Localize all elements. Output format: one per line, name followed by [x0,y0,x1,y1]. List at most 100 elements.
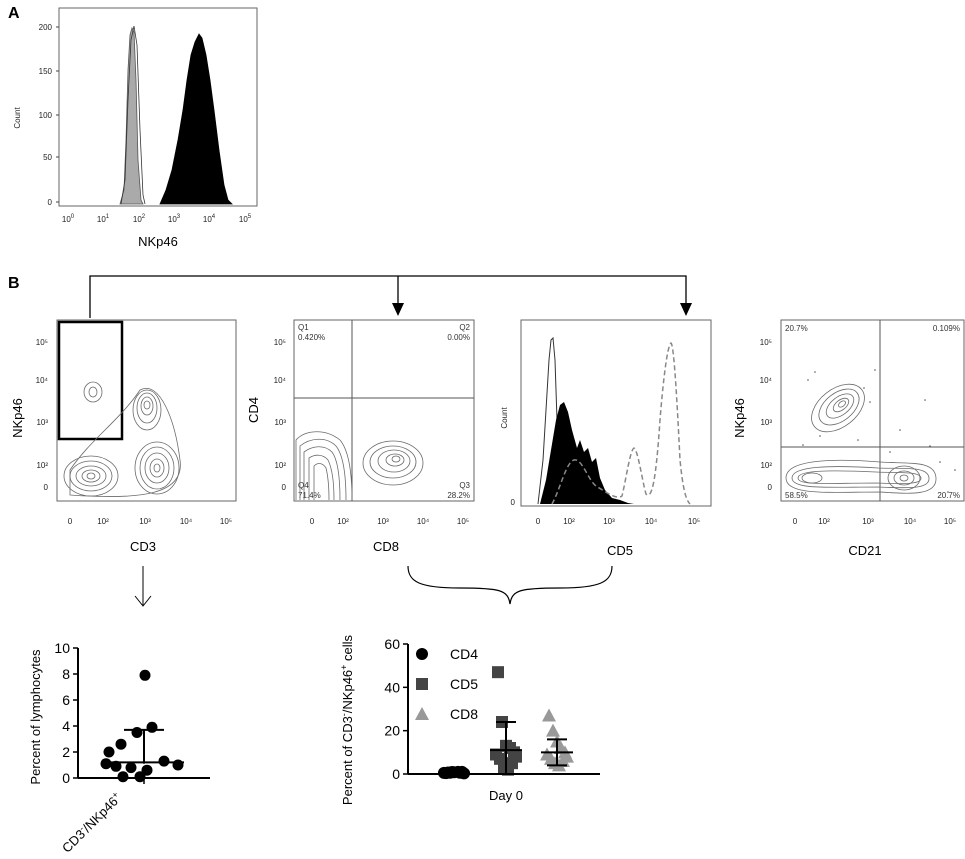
histogram-a-xlabel: NKp46 [138,234,178,249]
histogram-cd5: Count 0 0 10² 10³ 10⁴ 10⁵ CD5 [500,319,712,558]
svg-text:10⁵: 10⁵ [220,517,232,526]
cd8-plot-frame [293,319,475,502]
svg-text:10⁵: 10⁵ [457,517,469,526]
lymph-ytick-label: 0 [62,770,70,786]
cd21-plot-frame [780,319,965,502]
svg-text:0: 0 [44,483,49,492]
histogram-a-xtick: 103 [168,214,181,224]
svg-text:10²: 10² [274,461,286,470]
q2-value: 0.00% [447,333,470,342]
svg-text:10²: 10² [818,517,830,526]
q1-name: Q1 [298,323,309,332]
cd21-ll-value: 58.5% [785,491,808,500]
lymph-data-point [141,764,153,776]
svg-text:10⁵: 10⁵ [688,517,700,526]
q2-name: Q2 [459,323,470,332]
lymph-data-point [115,738,127,750]
svg-text:0: 0 [310,517,315,526]
lymph-ytick-label: 8 [62,666,70,682]
cd21-contours [785,383,937,494]
svg-text:10³: 10³ [139,517,151,526]
cd21-yticks: 10⁵ 10⁴ 10³ 10² 0 [760,338,773,492]
svg-text:10²: 10² [760,461,772,470]
legend-cd5-label: CD5 [450,676,478,692]
chart-nk-subsets: Percent of CD3-/NKp46+ cells Day 0 0 20 40… [339,634,600,805]
svg-text:10²: 10² [563,517,575,526]
histogram-a-ytick: 50 [43,153,52,162]
unstained-peak-outline [120,25,146,205]
series-cd8 [540,708,574,772]
svg-text:10³: 10³ [862,517,874,526]
cd8-data-point [546,723,560,737]
histogram-a-ylabel: Count [13,107,22,129]
histogram-a-yticks: 0 50 100 150 200 [39,23,59,207]
series-cd5 [490,666,522,776]
arrow-to-cd5-plot [680,303,692,316]
lymph-data-point [172,759,184,771]
svg-text:10²: 10² [97,517,109,526]
cd8-data-point [542,708,556,722]
legend-cd5-marker [416,678,428,690]
legend-cd4-marker [416,648,428,660]
lymph-ytick-label: 2 [62,744,70,760]
panel-a-label: A [8,5,20,22]
svg-text:0: 0 [793,517,798,526]
series-cd4 [438,765,470,780]
histogram-a-ytick: 0 [48,198,53,207]
subset-ytick-label: 40 [384,679,400,695]
cd5-nk-peak [540,402,634,504]
cd8-xticks: 0 10² 10³ 10⁴ 10⁵ [310,517,469,526]
cd5-xticks: 0 10² 10³ 10⁴ 10⁵ [536,517,700,526]
svg-text:10³: 10³ [603,517,615,526]
lymph-data-point [100,758,112,770]
subset-ytick-label: 60 [384,636,400,652]
svg-text:10³: 10³ [36,418,48,427]
arrow-to-lymphocytes-plot [134,566,152,607]
histogram-a-frame [58,7,258,207]
cd5-plot-ylabel: Count [500,407,509,429]
svg-text:10³: 10³ [377,517,389,526]
cd5-data-point [492,666,504,679]
chart-percent-lymphocytes: Percent of lymphocytes CD3-/NKp46+ 0 2 4 6 8… [28,640,210,856]
svg-text:0: 0 [768,483,773,492]
histogram-a-xtick: 101 [97,214,110,224]
q3-name: Q3 [459,481,470,490]
lymph-data-point [131,727,143,738]
cd21-ul-value: 20.7% [785,324,808,333]
cd3-plot-ylabel: NKp46 [10,398,25,438]
svg-text:10²: 10² [36,461,48,470]
svg-text:10⁵: 10⁵ [274,338,286,347]
lymph-data-point [125,762,137,774]
lymph-data-point [139,669,151,681]
lymph-data-point [146,721,158,733]
lymph-data-point [117,771,129,783]
subset-ytick-label: 0 [392,766,400,782]
lymph-data-point [103,746,115,758]
contour-plot-cd21-nkp46: 20.7% 0.109% 58.5% 20.7% 10⁵ 10⁴ 10³ 10²… [732,319,965,558]
legend-cd8-marker [415,707,429,720]
svg-text:10⁵: 10⁵ [36,338,48,347]
histogram-a-ytick: 150 [39,67,53,76]
nkp46-positive-peak [159,33,233,205]
cd3-plot-frame [56,319,237,502]
svg-text:10⁴: 10⁴ [417,517,430,526]
contour-plot-cd8-cd4: Q1 0.420% Q2 0.00% Q4 71.4% Q3 28.2% 10⁵… [246,319,475,554]
cd3-xticks: 0 10² 10³ 10⁴ 10⁵ [68,517,232,526]
svg-text:10³: 10³ [760,418,772,427]
lymph-ylabel: Percent of lymphocytes [28,649,43,785]
lymph-category-label: CD3-/NKp46+ [58,789,124,855]
cd21-plot-ylabel: NKp46 [732,398,747,438]
svg-text:10⁴: 10⁴ [36,376,49,385]
svg-text:10⁴: 10⁴ [180,517,193,526]
cd21-xticks: 0 10² 10³ 10⁴ 10⁵ [793,517,956,526]
gating-arrows [89,275,692,318]
svg-text:10⁵: 10⁵ [760,338,772,347]
q3-value: 28.2% [447,491,470,500]
cd21-lr-value: 20.7% [937,491,960,500]
svg-text:0: 0 [536,517,541,526]
cd3-contours [63,381,181,498]
cd8-plot-xlabel: CD8 [373,539,399,554]
cd8-contours [295,431,424,501]
lymph-ytick-label: 6 [62,692,70,708]
